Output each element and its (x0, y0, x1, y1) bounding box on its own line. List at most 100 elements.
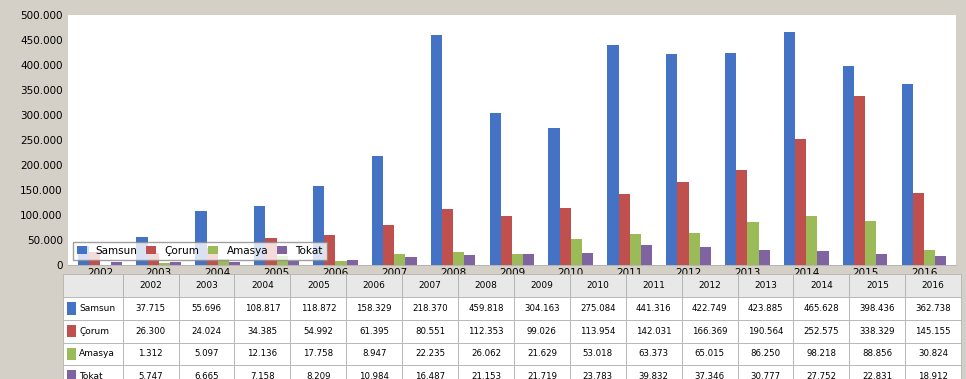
Text: 441.316: 441.316 (636, 304, 671, 313)
Bar (458, 320, 514, 343)
Bar (923, 250, 935, 265)
Bar (738, 297, 793, 320)
Text: 2009: 2009 (530, 281, 554, 290)
Bar (500, 216, 512, 265)
Text: 5.097: 5.097 (194, 349, 218, 359)
Bar (738, 343, 793, 365)
Text: 80.551: 80.551 (415, 327, 445, 336)
Text: 190.564: 190.564 (748, 327, 783, 336)
Bar (512, 254, 524, 265)
Text: 5.747: 5.747 (138, 372, 163, 379)
Text: 54.992: 54.992 (303, 327, 333, 336)
Bar (453, 252, 465, 265)
Bar (406, 257, 416, 265)
Bar (582, 254, 593, 265)
Bar (571, 239, 582, 265)
Bar (608, 44, 618, 265)
Text: 2005: 2005 (307, 281, 329, 290)
Bar (570, 274, 626, 297)
Bar (849, 297, 905, 320)
Bar (123, 274, 179, 297)
Bar (842, 66, 854, 265)
Bar (905, 320, 961, 343)
Bar (618, 194, 630, 265)
Text: 37.346: 37.346 (695, 372, 724, 379)
Bar (179, 320, 235, 343)
Bar (514, 365, 570, 379)
Bar (758, 250, 770, 265)
Bar (123, 365, 179, 379)
Bar (313, 186, 325, 265)
Text: 26.300: 26.300 (135, 327, 166, 336)
Bar (725, 53, 736, 265)
Bar (849, 343, 905, 365)
Text: 465.628: 465.628 (804, 304, 839, 313)
Bar (67, 371, 76, 379)
Bar (235, 320, 291, 343)
Bar (89, 252, 100, 265)
Bar (372, 156, 384, 265)
Text: 166.369: 166.369 (692, 327, 727, 336)
Bar (136, 237, 148, 265)
Bar (682, 365, 738, 379)
Bar (158, 263, 170, 265)
Bar (217, 259, 229, 265)
Text: 252.575: 252.575 (804, 327, 839, 336)
Text: 98.218: 98.218 (807, 349, 837, 359)
Text: 22.831: 22.831 (863, 372, 893, 379)
Bar (570, 297, 626, 320)
Text: Çorum: Çorum (79, 327, 109, 336)
Bar (254, 206, 266, 265)
Text: 362.738: 362.738 (916, 304, 952, 313)
Text: 27.752: 27.752 (807, 372, 837, 379)
Text: 37.715: 37.715 (135, 304, 166, 313)
Bar (67, 325, 76, 337)
Bar (854, 96, 866, 265)
Bar (347, 260, 357, 265)
Bar (736, 170, 748, 265)
Text: 2016: 2016 (922, 281, 945, 290)
Bar (291, 320, 346, 343)
Bar (514, 274, 570, 297)
Bar (235, 343, 291, 365)
Text: 113.954: 113.954 (580, 327, 615, 336)
Text: Samsun: Samsun (79, 304, 115, 313)
Text: 398.436: 398.436 (860, 304, 895, 313)
Bar (288, 261, 298, 265)
Text: 108.817: 108.817 (244, 304, 280, 313)
Bar (905, 365, 961, 379)
Bar (346, 343, 402, 365)
Bar (276, 257, 288, 265)
Text: 16.487: 16.487 (415, 372, 445, 379)
Text: 142.031: 142.031 (636, 327, 671, 336)
Text: 2007: 2007 (418, 281, 441, 290)
Bar (677, 182, 689, 265)
Bar (793, 274, 849, 297)
Bar (640, 245, 652, 265)
Bar (783, 32, 795, 265)
Text: 112.353: 112.353 (469, 327, 504, 336)
Bar (111, 262, 123, 265)
Text: 145.155: 145.155 (916, 327, 952, 336)
Bar (793, 297, 849, 320)
Bar (817, 251, 829, 265)
Bar (570, 365, 626, 379)
Bar (63, 320, 123, 343)
Bar (849, 274, 905, 297)
Bar (626, 297, 682, 320)
Bar (235, 274, 291, 297)
Bar (514, 343, 570, 365)
Text: 53.018: 53.018 (582, 349, 612, 359)
Text: 118.872: 118.872 (300, 304, 336, 313)
Text: 55.696: 55.696 (191, 304, 221, 313)
Text: 422.749: 422.749 (692, 304, 727, 313)
Bar (626, 274, 682, 297)
Bar (402, 320, 458, 343)
Bar (689, 233, 699, 265)
Bar (738, 274, 793, 297)
Bar (77, 246, 89, 265)
Bar (63, 343, 123, 365)
Text: 2015: 2015 (866, 281, 889, 290)
Bar (384, 225, 394, 265)
Bar (335, 261, 347, 265)
